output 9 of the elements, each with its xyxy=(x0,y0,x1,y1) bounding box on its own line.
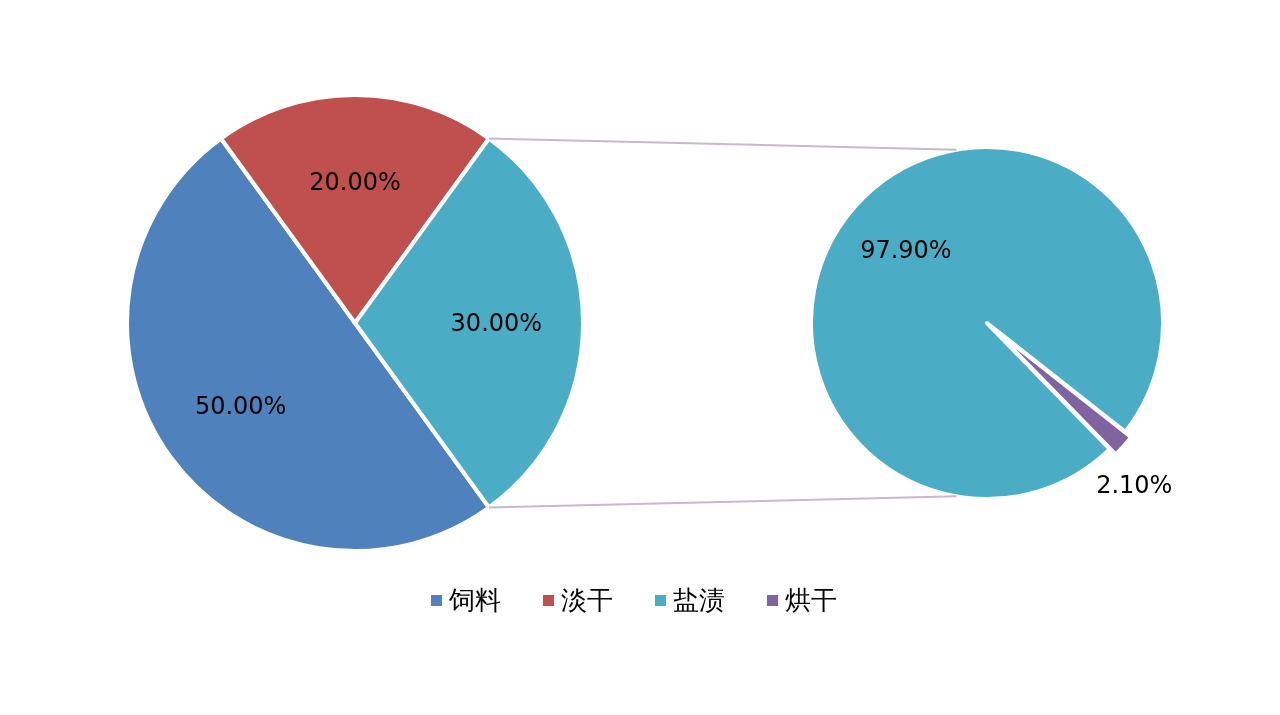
data-label: 2.10% xyxy=(1096,471,1173,500)
legend-label: 淡干 xyxy=(561,585,613,615)
legend-label: 盐渍 xyxy=(673,585,725,615)
data-label: 30.00% xyxy=(450,309,543,337)
data-label: 50.00% xyxy=(194,392,287,421)
data-label: 20.00% xyxy=(309,167,401,196)
legend-label: 饲料 xyxy=(448,585,501,615)
legend-label: 烘干 xyxy=(785,585,837,615)
data-label: 97.90% xyxy=(860,235,952,264)
